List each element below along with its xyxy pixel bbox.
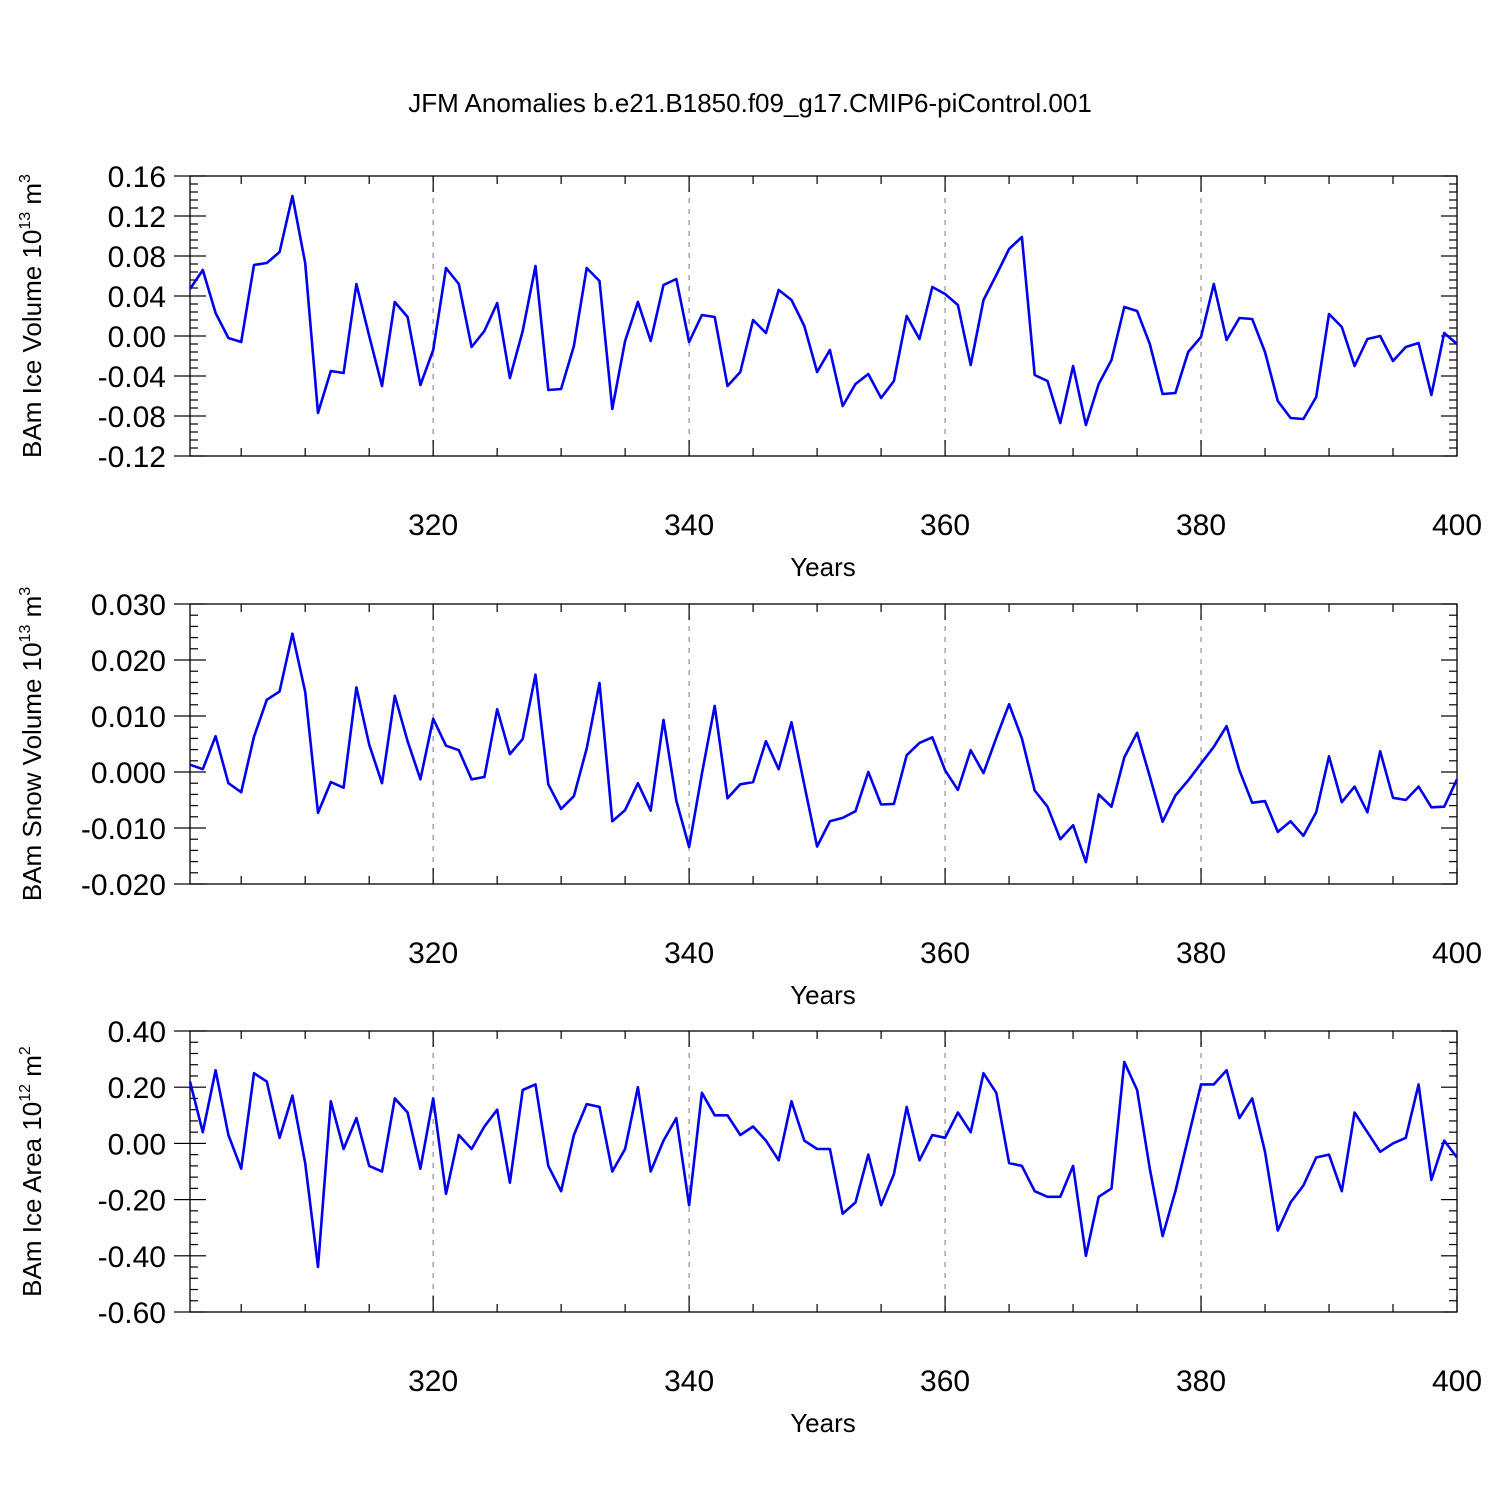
panel-1: 320 340 360 380 400 -0.12 -0.08 -0.04 0.00 0.04 0.… [17, 161, 1482, 582]
x-tick-label: 320 [408, 509, 458, 542]
x-tick-label: 380 [1176, 1365, 1226, 1398]
x-axis-title: Years [790, 980, 856, 1010]
x-tick-label: 360 [920, 937, 970, 970]
x-tick-label: 340 [664, 1365, 714, 1398]
x-tick-label: 360 [920, 509, 970, 542]
y-axis-title-part: m [17, 596, 47, 625]
y-tick-label: 0.40 [108, 1016, 166, 1049]
y-tick-label: -0.04 [98, 361, 166, 394]
x-tick-label: 400 [1432, 509, 1482, 542]
x-tick-label: 380 [1176, 937, 1226, 970]
y-tick-label: 0.010 [91, 701, 166, 734]
x-tick-label: 340 [664, 937, 714, 970]
panels: 320 340 360 380 400 -0.12 -0.08 -0.04 0.00 0.04 0.… [17, 161, 1482, 1438]
y-tick-label: -0.020 [81, 869, 166, 902]
plot-frame [189, 1030, 1458, 1313]
chart-title: JFM Anomalies b.e21.B1850.f09_g17.CMIP6-… [408, 88, 1092, 118]
y-axis-title-part: m [17, 183, 47, 212]
y-axis-title: BAm Snow Volume 1013 m3 [17, 587, 47, 901]
x-axis-title: Years [790, 552, 856, 582]
y-tick-label: -0.60 [98, 1297, 166, 1330]
x-axis-title: Years [790, 1408, 856, 1438]
y-tick-label: -0.20 [98, 1185, 166, 1218]
y-axis-title: BAm Ice Area 1012 m2 [17, 1046, 47, 1297]
y-tick-label: 0.04 [108, 281, 166, 314]
y-tick-label: 0.00 [108, 1128, 166, 1161]
x-tick-label: 320 [408, 1365, 458, 1398]
y-tick-label: 0.000 [91, 757, 166, 790]
y-tick-label: 0.12 [108, 201, 166, 234]
y-tick-label: -0.40 [98, 1241, 166, 1274]
y-axis-title-superscript: 12 [17, 1084, 34, 1102]
y-tick-label: 0.020 [91, 645, 166, 678]
y-axis-title-part: BAm Ice Area 10 [17, 1102, 47, 1297]
y-axis-title-part: BAm Ice Volume 10 [17, 230, 47, 458]
x-tick-label: 340 [664, 509, 714, 542]
series-line [189, 632, 1459, 864]
y-tick-label: -0.08 [98, 401, 166, 434]
plot-frame [189, 603, 1458, 885]
series-line [188, 1060, 1459, 1269]
panel-2: 320 340 360 380 400 -0.020 -0.010 0.000 0.010 0.0… [17, 587, 1482, 1010]
y-tick-label: 0.20 [108, 1072, 166, 1105]
y-axis-title-superscript: 13 [17, 625, 34, 643]
x-tick-label: 380 [1176, 509, 1226, 542]
x-tick-label: 400 [1432, 937, 1482, 970]
x-tick-label: 320 [408, 937, 458, 970]
y-tick-label: 0.00 [108, 321, 166, 354]
y-tick-label: -0.12 [98, 441, 166, 474]
y-tick-label: 0.08 [108, 241, 166, 274]
series-line [188, 194, 1458, 427]
y-axis-title-part: BAm Snow Volume 10 [17, 642, 47, 901]
y-axis-title-superscript: 13 [17, 212, 34, 230]
panel-3: 320 340 360 380 400 -0.60 -0.40 -0.20 0.00 0.20 0.… [17, 1016, 1482, 1438]
y-tick-label: 0.030 [91, 589, 166, 622]
x-tick-label: 400 [1432, 1365, 1482, 1398]
y-axis-title-superscript: 2 [17, 1046, 34, 1055]
y-axis-title: BAm Ice Volume 1013 m3 [17, 174, 47, 458]
y-axis-title-superscript: 3 [17, 587, 34, 596]
x-tick-label: 360 [920, 1365, 970, 1398]
y-tick-label: -0.010 [81, 813, 166, 846]
y-tick-label: 0.16 [108, 161, 166, 194]
y-axis-title-superscript: 3 [17, 174, 34, 183]
plot-frame [189, 175, 1458, 457]
y-axis-title-part: m [17, 1055, 47, 1084]
